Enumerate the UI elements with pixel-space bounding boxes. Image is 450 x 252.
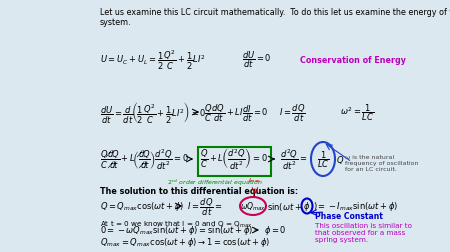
Text: At t = 0 we know that I = 0 and Q = Q$_{max}$: At t = 0 we know that I = 0 and Q = Q$_{… [100, 219, 252, 229]
Text: $\dfrac{Q}{C}\dfrac{d\!\not{Q}}{d\!\not{t}}+L\!\left(\dfrac{d\!\not{Q}}{d\!\not{: $\dfrac{Q}{C}\dfrac{d\!\not{Q}}{d\!\not{… [100, 147, 189, 172]
Text: $\dfrac{d^2Q}{dt^2}=$: $\dfrac{d^2Q}{dt^2}=$ [280, 147, 307, 172]
Text: Conservation of Energy: Conservation of Energy [300, 55, 406, 64]
Text: This oscillation is similar to
that observed for a mass
spring system.: This oscillation is similar to that obse… [315, 222, 412, 242]
Text: The solution to this differential equation is:: The solution to this differential equati… [100, 187, 298, 196]
Text: $I=\dfrac{dQ}{dt}$: $I=\dfrac{dQ}{dt}$ [279, 102, 306, 123]
Text: $2^{nd}$ order differential equation: $2^{nd}$ order differential equation [167, 177, 263, 187]
Text: $0=-\omega Q_{max}\sin(\omega t+\phi)=\sin(\omega t+\phi)$: $0=-\omega Q_{max}\sin(\omega t+\phi)=\s… [100, 224, 253, 237]
Text: Let us examine this LC circuit mathematically.  To do this let us examine the en: Let us examine this LC circuit mathemati… [100, 8, 450, 27]
Text: $)=-I_{max}\sin(\omega t+\phi)$: $)=-I_{max}\sin(\omega t+\phi)$ [313, 200, 398, 213]
Text: $\dfrac{Q}{C}\dfrac{dQ}{dt}+LI\dfrac{dI}{dt}=0$: $\dfrac{Q}{C}\dfrac{dQ}{dt}+LI\dfrac{dI}… [204, 102, 269, 123]
Text: $\sin(\omega t+$: $\sin(\omega t+$ [267, 200, 302, 212]
Text: $Q = Q_{max}\cos(\omega t+\phi)$: $Q = Q_{max}\cos(\omega t+\phi)$ [100, 200, 184, 213]
Text: $\phi=0$: $\phi=0$ [264, 224, 287, 237]
Text: ω is the natural
frequency of oscillation
for an LC circuit.: ω is the natural frequency of oscillatio… [345, 154, 419, 171]
Text: $\dfrac{dU}{dt} = \dfrac{d}{dt}\!\left(\dfrac{1}{2}\dfrac{Q^2}{C}+\dfrac{1}{2}LI: $\dfrac{dU}{dt} = \dfrac{d}{dt}\!\left(\… [100, 100, 207, 125]
Text: $Q_{max}=Q_{max}\cos(\omega t+\phi)\rightarrow 1=\cos(\omega t+\phi)$: $Q_{max}=Q_{max}\cos(\omega t+\phi)\righ… [100, 236, 270, 248]
Text: $\dfrac{Q}{C}+L\!\left(\dfrac{d^2Q}{dt^2}\right)=0$: $\dfrac{Q}{C}+L\!\left(\dfrac{d^2Q}{dt^2… [200, 147, 268, 172]
Text: $\omega^2=\dfrac{1}{LC}$: $\omega^2=\dfrac{1}{LC}$ [340, 102, 374, 123]
Text: $\dfrac{dU}{dt} = 0$: $\dfrac{dU}{dt} = 0$ [242, 49, 271, 70]
Text: $U = U_C + U_L = \dfrac{1}{2}\dfrac{Q^2}{C} + \dfrac{1}{2}LI^2$: $U = U_C + U_L = \dfrac{1}{2}\dfrac{Q^2}… [100, 48, 205, 71]
Text: $I = \dfrac{dQ}{dt}=$: $I = \dfrac{dQ}{dt}=$ [187, 195, 222, 217]
Text: $\omega Q_{max}$: $\omega Q_{max}$ [240, 200, 266, 212]
Text: $\dfrac{1}{LC}$: $\dfrac{1}{LC}$ [317, 149, 329, 170]
Text: $Q$: $Q$ [336, 153, 344, 165]
Text: $\phi$: $\phi$ [303, 200, 310, 213]
Text: Phase Constant: Phase Constant [315, 211, 383, 220]
Text: $I_{max}$: $I_{max}$ [248, 175, 262, 184]
